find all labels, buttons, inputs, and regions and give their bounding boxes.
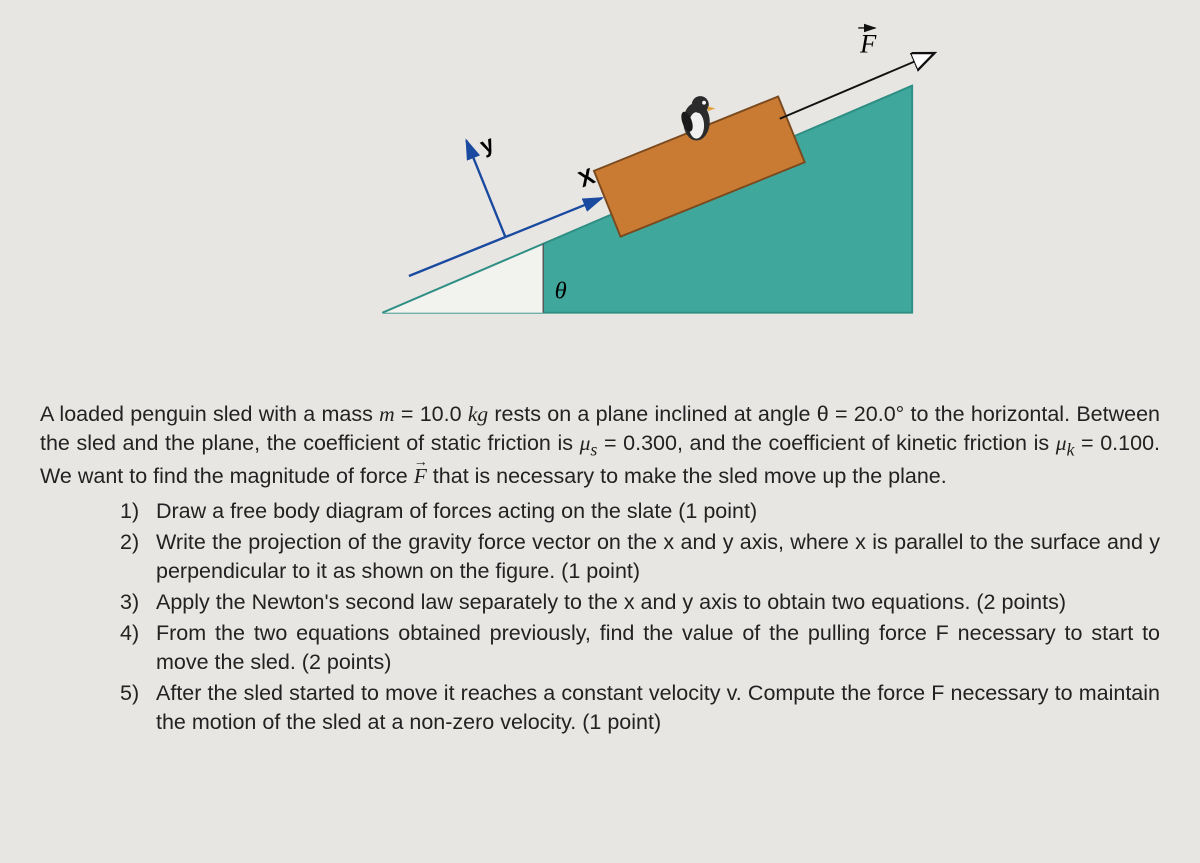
svg-text:θ: θ: [555, 278, 567, 305]
mass-symbol: m: [379, 402, 395, 426]
question-list: Draw a free body diagram of forces actin…: [120, 497, 1160, 737]
mu-s-value: = 0.300, and the coefficient of kinetic …: [597, 431, 1055, 455]
intro-text-3: that is necessary to make the sled move …: [427, 464, 947, 488]
problem-statement: A loaded penguin sled with a mass m = 10…: [40, 400, 1160, 737]
mass-value: = 10.0: [395, 402, 468, 426]
svg-text:F: F: [859, 29, 877, 59]
physics-diagram: θ Fy X: [40, 10, 1160, 360]
kg-unit: kg: [468, 402, 488, 426]
question-item: Write the projection of the gravity forc…: [120, 528, 1160, 586]
svg-text:y: y: [476, 129, 498, 158]
question-item: Apply the Newton's second law separately…: [120, 588, 1160, 617]
mu-k-symbol: μ: [1056, 431, 1067, 455]
intro-text-1: A loaded penguin sled with a mass: [40, 402, 379, 426]
question-item: From the two equations obtained previous…: [120, 619, 1160, 677]
question-item: Draw a free body diagram of forces actin…: [120, 497, 1160, 526]
mu-s-symbol: μ: [580, 431, 591, 455]
question-item: After the sled started to move it reache…: [120, 679, 1160, 737]
diagram-svg: θ Fy X: [250, 10, 950, 360]
svg-text:X: X: [574, 162, 598, 192]
force-vector-symbol: F: [414, 464, 427, 488]
